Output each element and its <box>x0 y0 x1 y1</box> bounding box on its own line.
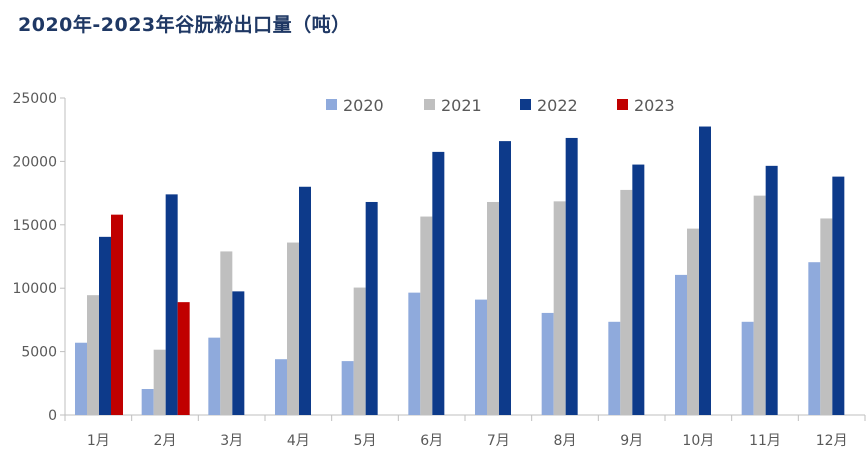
bar-2021-8月 <box>553 201 566 415</box>
bar-2022-2月 <box>165 194 178 415</box>
bar-2022-9月 <box>632 164 645 415</box>
x-tick-label: 9月 <box>620 433 643 449</box>
bar-2020-1月 <box>75 342 87 415</box>
x-tick-label: 12月 <box>816 433 848 449</box>
bar-2022-12月 <box>832 176 845 415</box>
y-axis: 0 5000 10000 15000 20000 25000 <box>12 91 66 424</box>
x-tick-label: 5月 <box>354 433 377 449</box>
bar-2021-2月 <box>153 349 166 415</box>
bar-2020-2月 <box>141 389 154 415</box>
x-tick-label: 10月 <box>682 433 714 449</box>
bar-2021-5月 <box>353 287 366 415</box>
bar-2020-5月 <box>341 361 354 415</box>
bar-2020-12月 <box>808 262 821 415</box>
bar-2020-9月 <box>608 321 621 415</box>
bar-2020-10月 <box>675 274 687 415</box>
y-tick-label: 15000 <box>12 218 57 234</box>
chart-title: 2020年-2023年谷朊粉出口量（吨） <box>18 14 351 36</box>
x-tick-label: 8月 <box>554 433 577 449</box>
x-tick-label: 4月 <box>287 433 310 449</box>
bar-2022-6月 <box>432 151 445 415</box>
legend: 2020 2021 2022 2023 <box>326 96 675 115</box>
legend-swatch-2022 <box>520 99 531 110</box>
bar-2021-6月 <box>420 216 433 415</box>
bar-2022-11月 <box>765 165 778 415</box>
bar-2021-10月 <box>687 228 699 415</box>
bar-2022-3月 <box>232 291 245 415</box>
y-tick-label: 0 <box>48 408 57 424</box>
bar-2021-4月 <box>287 242 299 415</box>
bar-2022-1月 <box>99 236 111 415</box>
y-tick-label: 25000 <box>12 91 57 107</box>
legend-label-2022: 2022 <box>537 96 578 115</box>
bar-2022-4月 <box>299 186 311 415</box>
x-tick-label: 3月 <box>220 433 243 449</box>
bar-2021-9月 <box>620 189 633 415</box>
x-tick-label: 6月 <box>420 433 443 449</box>
bar-2020-8月 <box>541 312 554 415</box>
bar-2020-3月 <box>208 337 221 415</box>
bar-2022-7月 <box>499 141 511 415</box>
bar-2020-4月 <box>275 359 287 415</box>
x-axis: 1月 2月 3月 4月 5月 6月 7月 8月 9月 10月 11月 12月 <box>64 414 866 449</box>
bar-series <box>75 126 845 415</box>
bar-2021-3月 <box>220 251 233 415</box>
bar-2022-5月 <box>365 201 378 415</box>
legend-swatch-2020 <box>326 99 337 110</box>
x-tick-label: 11月 <box>749 433 781 449</box>
bar-2022-10月 <box>699 126 711 415</box>
x-tick-label: 2月 <box>154 433 177 449</box>
legend-swatch-2021 <box>424 99 435 110</box>
bar-2021-7月 <box>487 201 499 415</box>
bar-2022-8月 <box>565 137 578 415</box>
bar-2021-1月 <box>87 295 99 415</box>
bar-2021-11月 <box>753 195 766 415</box>
x-tick-label: 7月 <box>487 433 510 449</box>
y-tick-label: 20000 <box>12 154 57 170</box>
legend-swatch-2023 <box>617 99 628 110</box>
bar-2021-12月 <box>820 218 833 415</box>
x-tick-label: 1月 <box>87 433 110 449</box>
legend-label-2021: 2021 <box>441 96 482 115</box>
legend-label-2023: 2023 <box>634 96 675 115</box>
bar-2020-6月 <box>408 292 421 415</box>
bar-2020-7月 <box>475 299 487 415</box>
y-tick-label: 10000 <box>12 281 57 297</box>
bar-2023-1月 <box>111 214 123 415</box>
bar-2020-11月 <box>741 321 754 415</box>
y-tick-label: 5000 <box>21 345 57 361</box>
legend-label-2020: 2020 <box>343 96 384 115</box>
bar-2023-2月 <box>177 302 190 415</box>
